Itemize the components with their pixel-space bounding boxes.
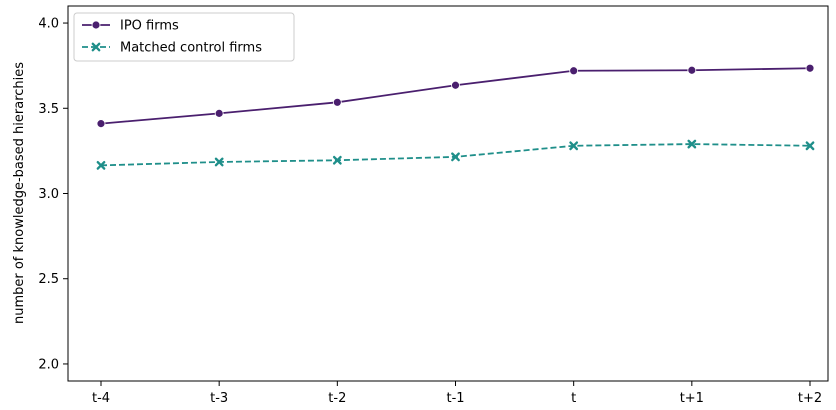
series-1-point-2 bbox=[214, 108, 224, 118]
y-tick-label: 4.0 bbox=[38, 17, 59, 32]
series-2-point-2 bbox=[214, 157, 224, 167]
y-tick-label: 3.5 bbox=[38, 102, 59, 117]
legend-marker-1 bbox=[91, 20, 101, 30]
series-2-point-6 bbox=[687, 139, 697, 149]
x-tick-label: t-1 bbox=[446, 391, 464, 406]
axes-frame bbox=[67, 5, 829, 382]
legend-label-1: IPO firms bbox=[120, 19, 179, 34]
legend-label-2: Matched control firms bbox=[120, 41, 262, 56]
x-tick-label: t bbox=[571, 391, 576, 406]
series-1-point-3 bbox=[332, 97, 342, 107]
y-tick-label: 2.5 bbox=[38, 272, 59, 287]
series-2-point-5 bbox=[569, 141, 579, 151]
series-2-point-7 bbox=[805, 141, 815, 151]
axes: t-4 t-3 t-2 t-1 t t+1 t+2 2.0 2.5 3.0 3.5 4.0 bbox=[38, 5, 829, 406]
series-1-point-1 bbox=[96, 119, 106, 129]
y-axis-title: number of knowledge-based hierarchies bbox=[12, 62, 27, 324]
series-2-point-3 bbox=[332, 155, 342, 165]
series-line-2 bbox=[100, 143, 811, 167]
x-tick-label: t+1 bbox=[680, 391, 704, 406]
y-tick-label: 2.0 bbox=[38, 357, 59, 372]
series-1-point-4 bbox=[451, 80, 460, 90]
y-tick-label: 3.0 bbox=[38, 187, 59, 202]
legend: IPO firms Matched control firms bbox=[73, 12, 295, 62]
series-1-point-5 bbox=[569, 66, 579, 76]
legend-box bbox=[73, 12, 295, 62]
series-1-point-6 bbox=[687, 65, 697, 75]
x-tick-label: t-4 bbox=[92, 391, 110, 406]
series-1-point-7 bbox=[805, 63, 815, 73]
series-2-point-1 bbox=[96, 160, 106, 170]
x-tick-label: t-3 bbox=[210, 391, 228, 406]
series-2-point-4 bbox=[451, 152, 460, 162]
x-tick-label: t+2 bbox=[798, 391, 822, 406]
plot-area bbox=[96, 63, 815, 170]
legend-marker-2 bbox=[91, 42, 101, 52]
x-tick-label: t-2 bbox=[328, 391, 346, 406]
series-line-1 bbox=[100, 67, 811, 125]
